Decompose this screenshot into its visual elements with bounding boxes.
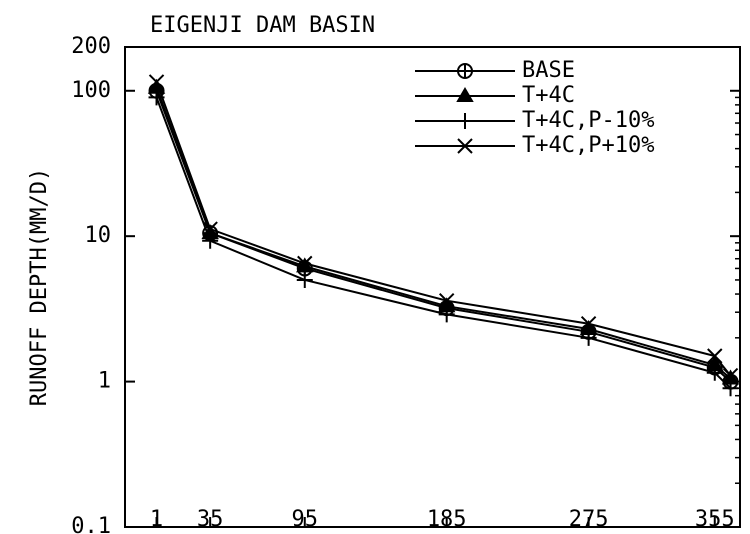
marker: [296, 257, 314, 273]
marker: [457, 138, 473, 154]
legend-label: T+4C,P+10%: [522, 133, 654, 158]
marker: [707, 348, 723, 364]
plot-frame: [124, 46, 741, 528]
marker: [456, 87, 474, 102]
marker-part: [458, 64, 472, 78]
marker: [580, 316, 597, 332]
y-tick-label: 10: [85, 223, 112, 248]
marker: [722, 380, 739, 397]
legend-label: T+4C: [522, 83, 575, 108]
marker: [722, 367, 739, 384]
marker: [202, 232, 219, 249]
marker: [297, 255, 313, 272]
chart-title: EIGENJI DAM BASIN: [150, 13, 375, 38]
y-tick-label: 100: [71, 78, 111, 103]
y-tick-label: 200: [71, 34, 111, 59]
y-tick-label: 0.1: [71, 514, 111, 534]
marker: [457, 63, 473, 79]
marker: [202, 221, 218, 237]
marker: [580, 329, 597, 346]
marker: [438, 292, 455, 309]
y-axis-label: RUNOFF DEPTH(MM/D): [27, 168, 52, 406]
legend-label: T+4C,P-10%: [522, 108, 654, 133]
legend-label: BASE: [522, 58, 575, 83]
marker: [296, 271, 313, 288]
marker: [706, 364, 723, 381]
y-tick-label: 1: [98, 369, 111, 394]
marker: [457, 113, 473, 129]
marker: [148, 74, 165, 90]
marker: [438, 306, 455, 323]
